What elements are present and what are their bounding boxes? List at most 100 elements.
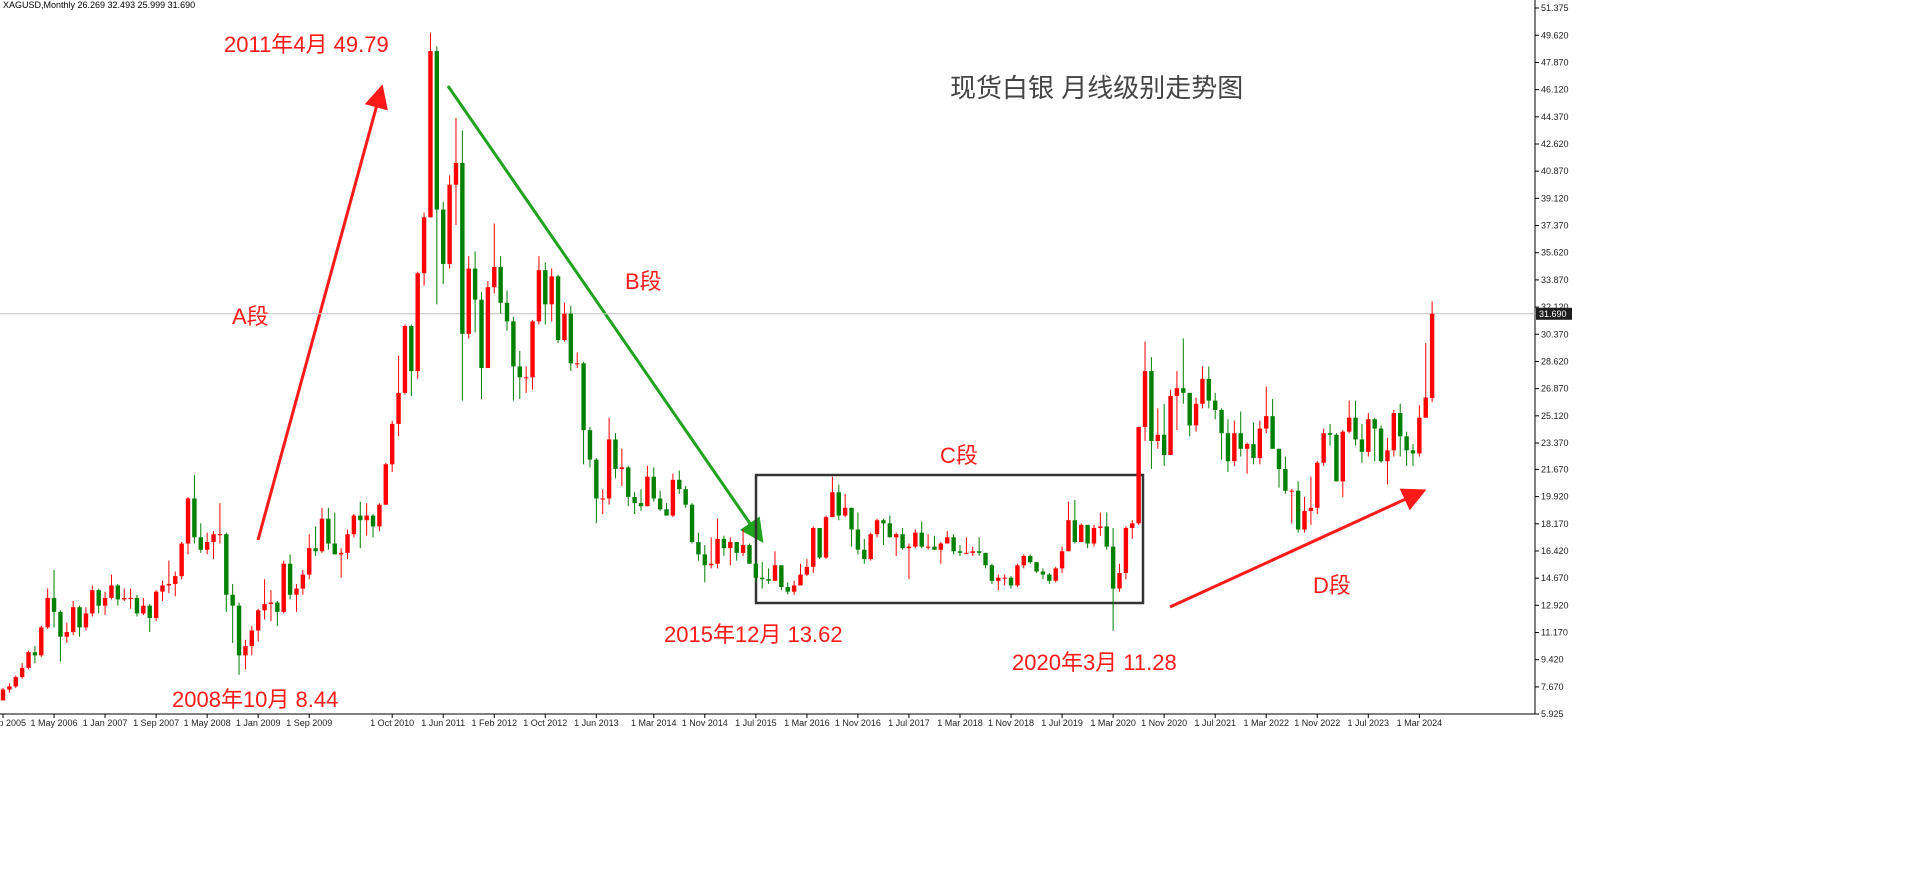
candle-body [874,520,880,535]
candle-body [287,563,293,595]
candle-body [1181,388,1186,393]
candle-body [555,276,561,341]
candle-body [779,565,784,588]
candle-body [389,423,395,465]
candle-body [1391,413,1397,451]
candle-body [568,313,574,364]
annotation: C段 [940,443,978,468]
x-tick-label: 1 Oct 2012 [523,718,567,728]
x-tick-label: 1 Jun 2011 [421,718,465,728]
y-tick-label: 5.925 [1541,709,1564,719]
candle-body [1027,555,1033,563]
candle-body [109,585,114,598]
candle-body [1015,565,1020,586]
candle-body [1410,450,1416,454]
x-tick-label: 1 Mar 2022 [1243,718,1289,728]
y-tick-label: 25.120 [1541,411,1569,421]
candle-body [517,366,522,378]
y-tick-label: 7.670 [1541,682,1564,692]
candle-body [575,363,580,365]
candle-body [1404,436,1409,451]
candle-body [294,588,299,595]
candle-body [307,548,312,575]
candle-body [594,459,599,499]
candle-body [134,597,140,614]
candle-body [1327,433,1333,435]
candle-body [160,585,165,592]
candle-body [957,551,963,553]
x-tick-label: 1 Jul 2023 [1348,718,1390,728]
candle-body [766,579,771,581]
candle-body [39,627,44,656]
candle-body [536,270,542,322]
candle-body [1372,419,1377,429]
candle-body [747,545,752,564]
y-tick-label: 16.420 [1541,546,1569,556]
candle-body [498,267,503,303]
x-tick-label: 1 Feb 2012 [471,718,517,728]
candle-body [1315,462,1320,508]
candle-body [785,587,790,592]
candle-body [1206,378,1212,401]
candle-body [377,504,382,527]
y-tick-label: 12.920 [1541,600,1569,610]
candle-body [1034,562,1039,572]
candle-body [523,377,529,379]
y-tick-label: 21.670 [1541,464,1569,474]
candle-body [1340,431,1345,482]
candle-body [862,549,867,560]
range-box [754,473,1145,605]
candle-body [1378,428,1384,462]
candle-body [504,302,510,322]
candle-body [1359,439,1365,452]
candle-body [811,527,816,567]
candle-body [849,507,854,530]
y-tick-label: 35.620 [1541,248,1569,258]
x-tick-label: 1 Mar 2016 [784,718,830,728]
candle-body [1276,448,1282,469]
candle-body [345,534,350,553]
candle-body [90,590,95,614]
candle-body [479,299,484,368]
arrow-b [446,85,764,543]
x-tick-label: 1 Nov 2014 [682,718,728,728]
x-tick-label: 1 Mar 2018 [937,718,983,728]
candle-body [1059,551,1065,569]
annotation: B段 [625,269,662,294]
candle-body [1200,378,1205,404]
y-tick-label: 26.870 [1541,384,1569,394]
candle-body [396,392,401,424]
candle-body [1289,490,1294,492]
candle-body [1008,577,1014,586]
candle-body [1130,523,1135,528]
y-tick-label: 44.370 [1541,112,1569,122]
candle-body [141,605,146,614]
y-tick-label: 30.370 [1541,329,1569,339]
candle-body [606,439,612,499]
candle-body [1302,510,1307,530]
x-tick-label: 1 Sep 2005 [0,718,26,728]
candle-body [1244,444,1250,449]
candle-body [728,541,733,549]
candle-body [887,523,893,538]
annotation: 2015年12月 13.62 [664,622,843,647]
candle-body [1417,417,1422,454]
candle-body [185,498,191,544]
candle-body [817,527,822,558]
candle-body [77,607,82,628]
x-tick-label: 1 May 2008 [184,718,231,728]
candle-body [466,268,471,334]
candle-body [319,518,325,552]
x-tick-label: 1 Nov 2022 [1294,718,1340,728]
candle-body [1040,571,1046,575]
candle-body [1047,574,1052,581]
candle-body [708,563,714,566]
candle-body [1174,388,1180,396]
candle-body [326,518,331,544]
candle-body [364,515,369,521]
candle-body [19,667,25,678]
candle-body [587,430,593,460]
candle-body [300,574,306,589]
annotation: 2011年4月 49.79 [224,32,389,57]
last-price-box [1536,307,1572,320]
